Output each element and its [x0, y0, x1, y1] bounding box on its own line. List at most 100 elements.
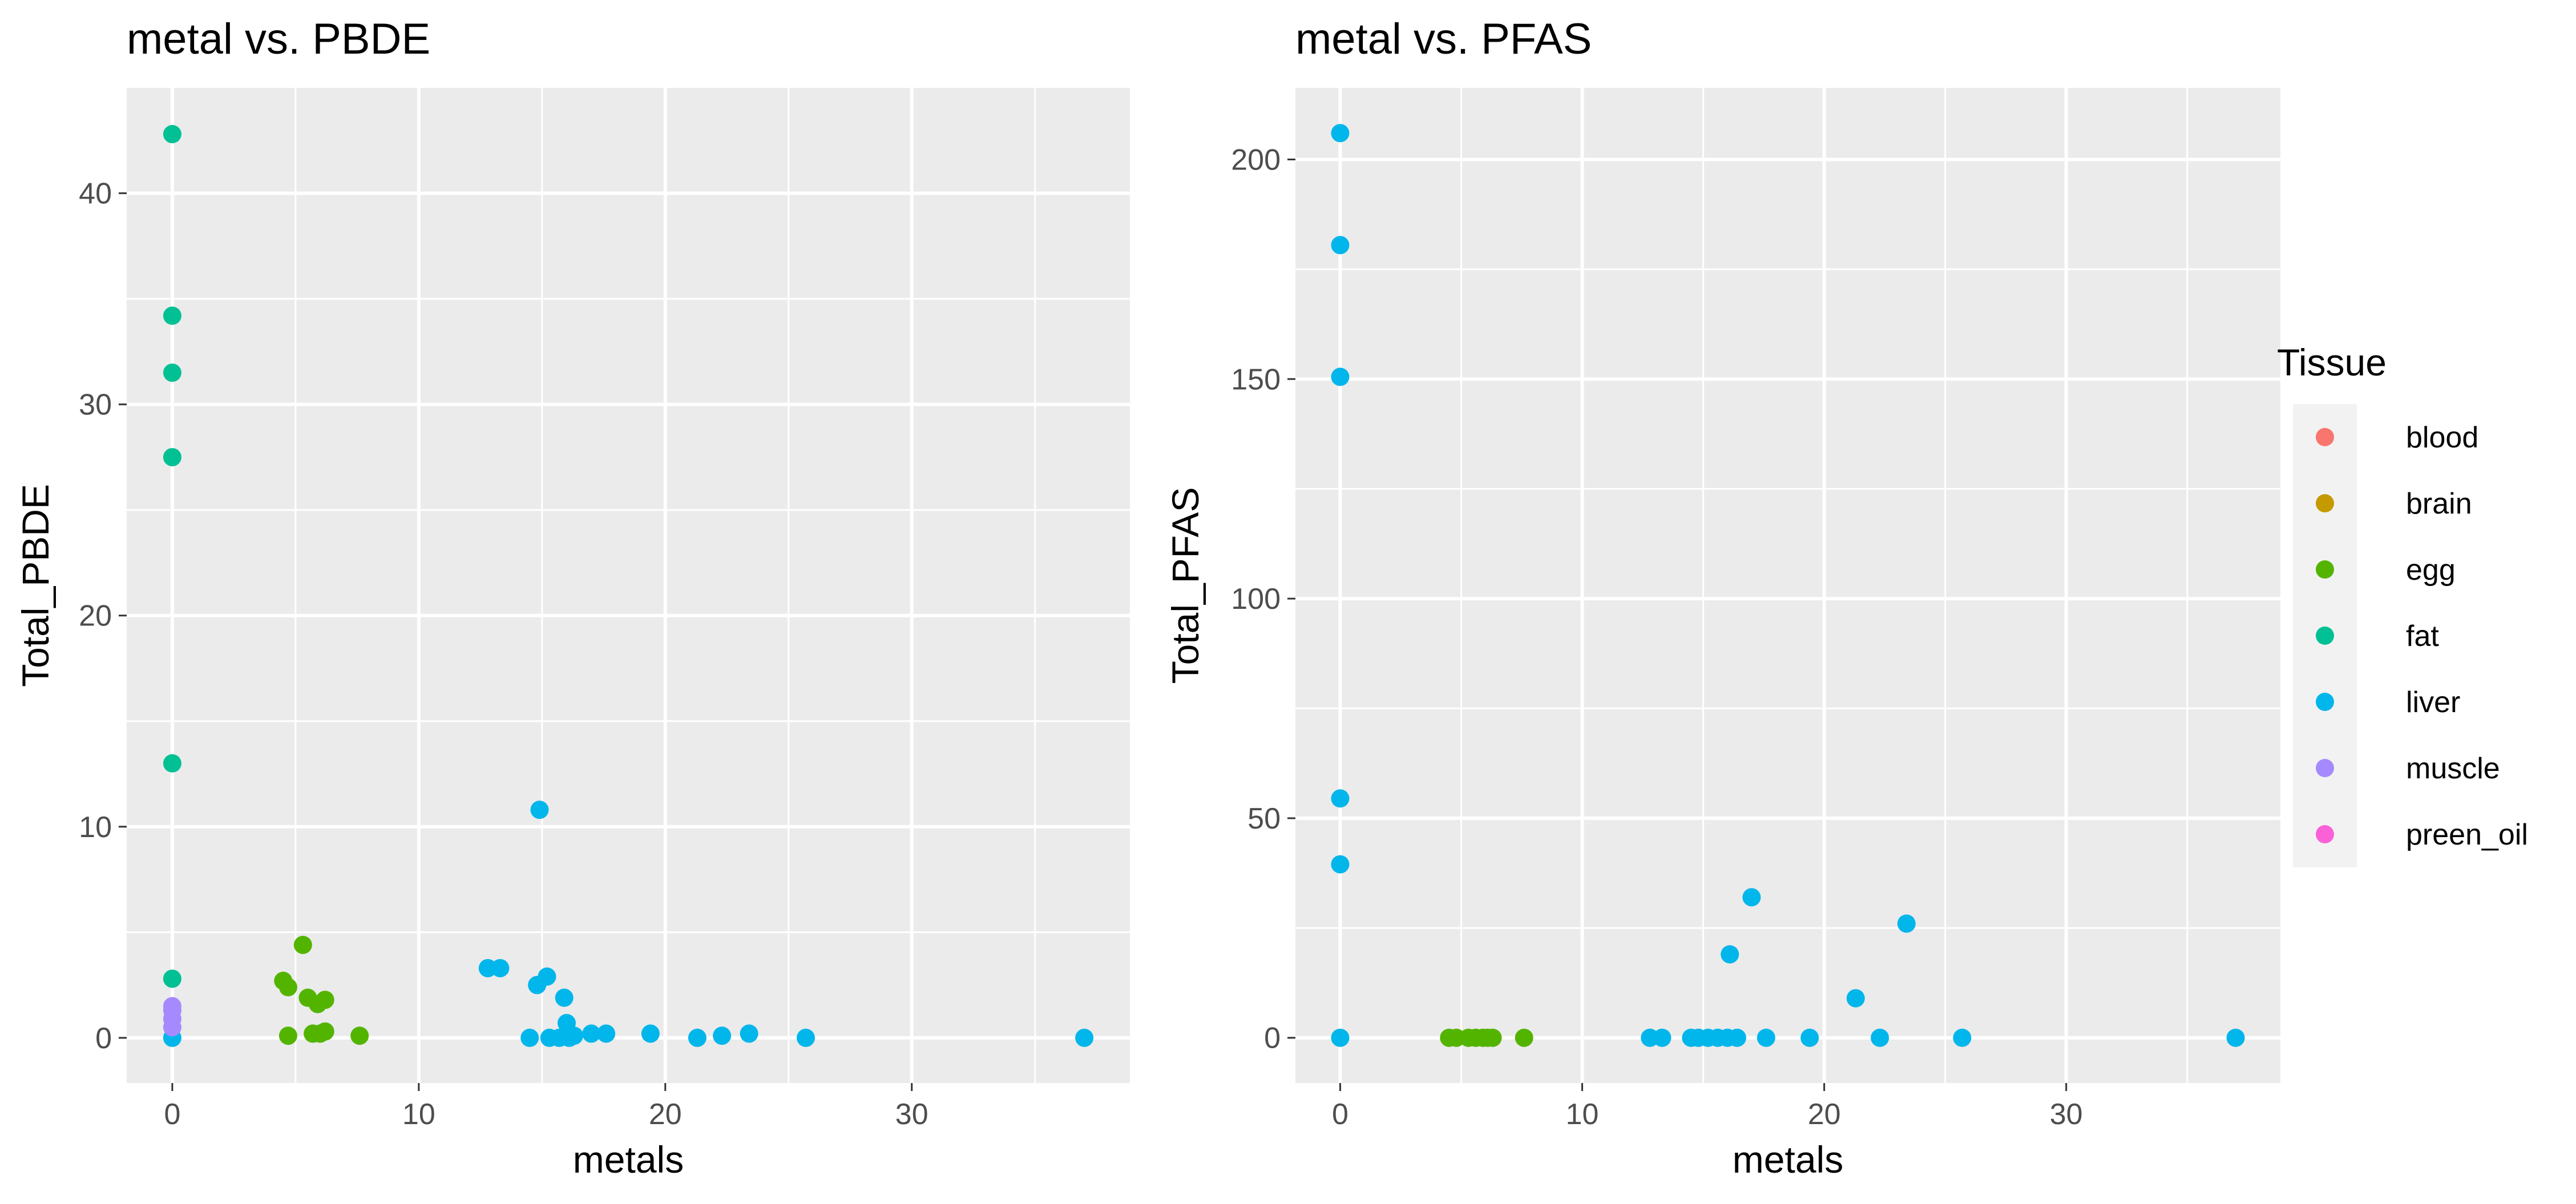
x-tick-label: 0 [164, 1098, 180, 1131]
data-point-liver [555, 988, 574, 1007]
data-point-liver [688, 1028, 706, 1047]
data-point-liver [1075, 1028, 1094, 1047]
x-tick-label: 30 [895, 1098, 928, 1131]
legend-key-fat [2316, 627, 2334, 645]
x-tick-label: 20 [649, 1098, 682, 1131]
legend-key-blood [2316, 428, 2334, 446]
data-point-liver [1727, 1028, 1746, 1047]
data-point-liver [1331, 236, 1350, 254]
data-point-liver [1653, 1028, 1671, 1047]
data-point-egg [293, 935, 312, 954]
data-point-liver [1331, 1028, 1350, 1047]
legend-label: preen_oil [2406, 818, 2528, 851]
data-point-liver [2226, 1028, 2245, 1047]
legend-title: Tissue [2277, 341, 2387, 383]
data-point-fat [163, 969, 181, 988]
data-point-liver [564, 1027, 583, 1045]
x-tick-label: 10 [402, 1098, 435, 1131]
y-axis: 0 50 100 150 200 [1231, 143, 1295, 1055]
x-tick-label: 10 [1566, 1098, 1599, 1131]
data-point-liver [1953, 1028, 1972, 1047]
points [1331, 124, 2245, 1047]
x-tick-label: 30 [2050, 1098, 2083, 1131]
legend-key-brain [2316, 494, 2334, 512]
legend-label: egg [2406, 553, 2456, 587]
data-point-liver [1846, 989, 1865, 1008]
legend: Tissue blood brain egg fat liver muscle preen_… [2277, 341, 2528, 867]
data-point-liver [597, 1024, 616, 1043]
y-tick-label: 20 [79, 600, 112, 633]
data-point-egg [1483, 1028, 1502, 1047]
y-tick-label: 0 [95, 1022, 112, 1055]
data-point-liver [1871, 1028, 1889, 1047]
data-point-liver [1800, 1028, 1819, 1047]
data-point-liver [1757, 1028, 1775, 1047]
x-axis-title: metals [1733, 1138, 1843, 1181]
data-point-fat [163, 448, 181, 467]
legend-label: muscle [2406, 752, 2500, 785]
panel-title: metal vs. PBDE [127, 15, 430, 63]
data-point-liver [641, 1024, 660, 1043]
plot-background [127, 88, 1130, 1083]
data-point-egg [350, 1027, 369, 1045]
legend-label: liver [2406, 686, 2460, 719]
legend-key-egg [2316, 560, 2334, 579]
x-tick-label: 20 [1808, 1098, 1841, 1131]
y-tick-label: 0 [1264, 1022, 1281, 1055]
data-point-egg [278, 978, 297, 997]
data-point-egg [316, 1022, 334, 1041]
plot-background [1295, 88, 2280, 1083]
data-point-fat [163, 754, 181, 773]
x-axis-title: metals [573, 1138, 684, 1181]
data-point-liver [1721, 945, 1739, 964]
data-point-liver [1331, 124, 1350, 143]
data-point-liver [1897, 914, 1916, 933]
data-point-liver [491, 959, 510, 977]
data-point-fat [163, 125, 181, 144]
data-point-liver [530, 801, 549, 819]
y-axis: 0 10 20 30 40 [79, 177, 127, 1055]
legend-key-liver [2316, 693, 2334, 711]
y-tick-label: 10 [79, 811, 112, 844]
data-point-liver [1331, 789, 1350, 808]
grid [1295, 88, 2280, 1083]
grid [127, 88, 1130, 1083]
legend-keys: blood brain egg fat liver muscle preen_oil [2293, 404, 2528, 867]
data-point-egg [316, 991, 334, 1009]
data-point-liver [1742, 888, 1761, 907]
data-point-muscle [163, 1018, 181, 1037]
data-point-liver [1331, 855, 1350, 874]
y-tick-label: 150 [1231, 363, 1281, 396]
data-point-liver [1331, 367, 1350, 386]
y-axis-title: Total_PFAS [1164, 487, 1206, 684]
panel-pfas: metal vs. PFAS 0 10 20 30 0 50 100 150 200 meta… [1164, 15, 2280, 1181]
y-tick-label: 100 [1231, 583, 1281, 616]
data-point-fat [163, 363, 181, 382]
panel-title: metal vs. PFAS [1295, 15, 1592, 63]
y-tick-label: 200 [1231, 143, 1281, 176]
data-point-liver [713, 1027, 732, 1045]
data-point-liver [538, 967, 556, 986]
data-point-liver [582, 1024, 601, 1043]
y-tick-label: 30 [79, 389, 112, 422]
data-point-liver [740, 1024, 758, 1043]
x-axis: 0 10 20 30 [1332, 1083, 2083, 1131]
y-tick-label: 50 [1247, 802, 1281, 835]
legend-key-muscle [2316, 759, 2334, 777]
points [163, 125, 1094, 1047]
y-axis-title: Total_PBDE [14, 484, 56, 687]
legend-label: brain [2406, 487, 2472, 520]
y-tick-label: 40 [79, 177, 112, 211]
data-point-liver [520, 1028, 539, 1047]
data-point-fat [163, 306, 181, 325]
x-axis: 0 10 20 30 [164, 1083, 928, 1131]
legend-label: blood [2406, 421, 2478, 454]
data-point-egg [1515, 1028, 1533, 1047]
x-tick-label: 0 [1332, 1098, 1348, 1131]
data-point-liver [796, 1028, 815, 1047]
data-point-egg [278, 1027, 297, 1045]
legend-key-preen_oil [2316, 825, 2334, 843]
legend-label: fat [2406, 620, 2439, 653]
